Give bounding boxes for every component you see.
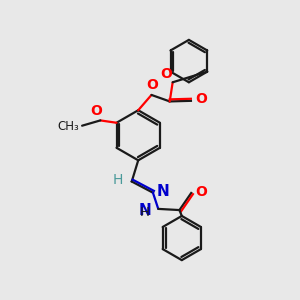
Text: O: O [146, 78, 158, 92]
Text: CH₃: CH₃ [57, 120, 79, 134]
Text: O: O [195, 92, 207, 106]
Text: H: H [113, 173, 124, 187]
Text: N: N [157, 184, 169, 199]
Text: O: O [90, 104, 102, 118]
Text: O: O [196, 184, 208, 199]
Text: O: O [160, 67, 172, 80]
Text: H: H [140, 206, 150, 219]
Text: N: N [139, 202, 152, 217]
